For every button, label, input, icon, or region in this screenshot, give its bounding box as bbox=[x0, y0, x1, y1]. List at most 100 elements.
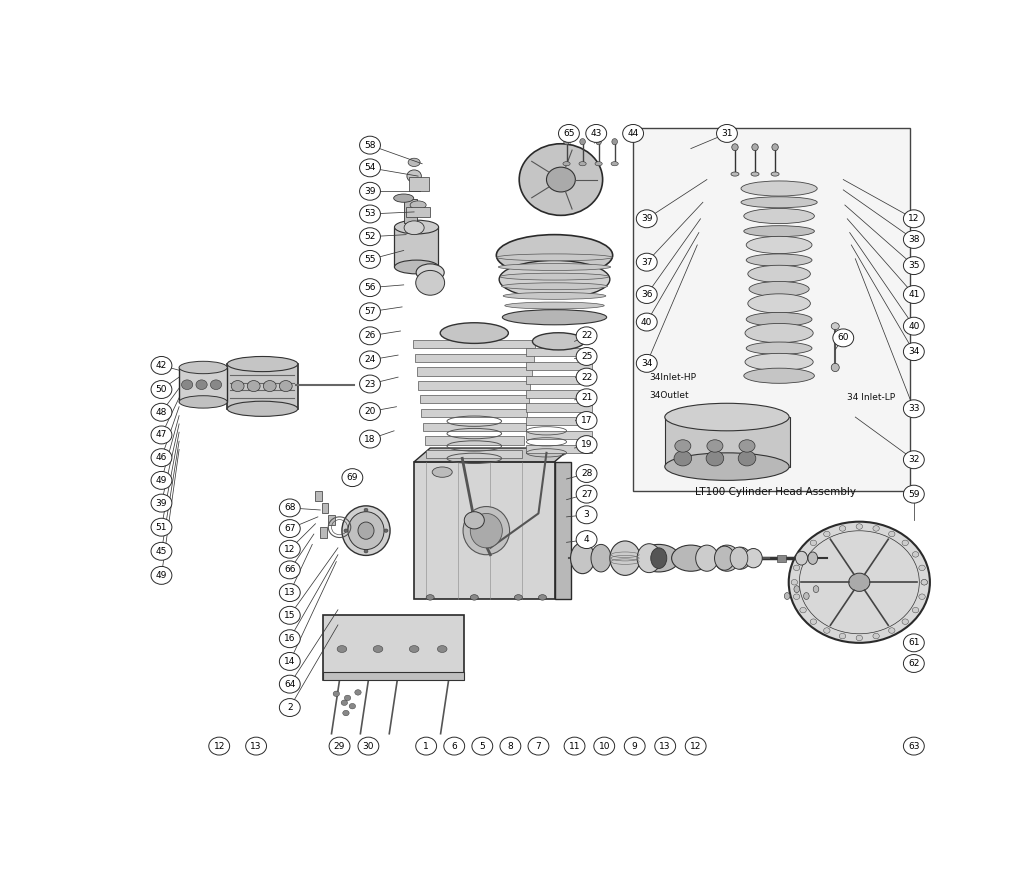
Ellipse shape bbox=[563, 162, 570, 165]
Text: 10: 10 bbox=[598, 742, 610, 751]
Circle shape bbox=[279, 381, 292, 392]
Ellipse shape bbox=[228, 401, 298, 417]
Circle shape bbox=[586, 124, 607, 142]
Circle shape bbox=[528, 738, 549, 755]
Circle shape bbox=[576, 531, 597, 549]
Circle shape bbox=[151, 494, 172, 512]
Text: 49: 49 bbox=[156, 571, 167, 580]
Bar bbox=[416, 367, 532, 375]
Ellipse shape bbox=[470, 513, 502, 548]
Text: 4: 4 bbox=[584, 536, 589, 544]
Ellipse shape bbox=[912, 607, 919, 613]
Bar bbox=[527, 403, 592, 411]
Text: 5: 5 bbox=[479, 742, 485, 751]
Ellipse shape bbox=[796, 552, 807, 565]
Circle shape bbox=[904, 231, 924, 249]
Text: 39: 39 bbox=[641, 215, 652, 224]
Ellipse shape bbox=[394, 260, 439, 274]
Text: 3: 3 bbox=[584, 510, 590, 519]
Text: 36: 36 bbox=[641, 290, 652, 299]
Text: 49: 49 bbox=[156, 476, 167, 485]
Text: 20: 20 bbox=[364, 407, 376, 416]
Circle shape bbox=[359, 327, 381, 345]
Text: 29: 29 bbox=[334, 742, 346, 751]
Circle shape bbox=[279, 499, 300, 517]
Text: 31: 31 bbox=[721, 129, 733, 138]
Text: 44: 44 bbox=[627, 129, 639, 138]
Circle shape bbox=[904, 257, 924, 274]
Circle shape bbox=[576, 389, 597, 407]
Ellipse shape bbox=[749, 282, 809, 297]
Text: 35: 35 bbox=[908, 261, 920, 270]
Circle shape bbox=[151, 403, 172, 421]
Ellipse shape bbox=[745, 353, 814, 371]
Circle shape bbox=[359, 159, 381, 177]
Bar bbox=[415, 354, 534, 362]
Circle shape bbox=[209, 738, 230, 755]
Bar bbox=[179, 367, 228, 402]
Polygon shape bbox=[414, 448, 570, 462]
Ellipse shape bbox=[438, 645, 447, 653]
Text: 46: 46 bbox=[156, 453, 167, 462]
Ellipse shape bbox=[746, 254, 812, 266]
Circle shape bbox=[151, 381, 172, 399]
Bar bbox=[394, 227, 438, 267]
Text: 34: 34 bbox=[641, 358, 652, 367]
Ellipse shape bbox=[921, 579, 927, 585]
Text: 45: 45 bbox=[156, 547, 167, 556]
Ellipse shape bbox=[348, 511, 384, 550]
Circle shape bbox=[279, 653, 300, 670]
Text: 2: 2 bbox=[287, 703, 293, 712]
Text: 22: 22 bbox=[581, 373, 592, 382]
Ellipse shape bbox=[707, 440, 722, 452]
Ellipse shape bbox=[856, 524, 862, 529]
Ellipse shape bbox=[228, 357, 298, 372]
Circle shape bbox=[904, 210, 924, 228]
Ellipse shape bbox=[503, 292, 605, 299]
Ellipse shape bbox=[748, 294, 810, 313]
Ellipse shape bbox=[342, 506, 390, 555]
Ellipse shape bbox=[505, 302, 604, 309]
Ellipse shape bbox=[570, 543, 594, 574]
Ellipse shape bbox=[502, 283, 608, 290]
Ellipse shape bbox=[426, 595, 435, 600]
Text: 11: 11 bbox=[569, 742, 581, 751]
Circle shape bbox=[279, 629, 300, 647]
Text: 51: 51 bbox=[155, 523, 168, 532]
Bar bbox=[777, 554, 786, 561]
Circle shape bbox=[789, 522, 929, 643]
Circle shape bbox=[355, 689, 361, 696]
Ellipse shape bbox=[408, 158, 420, 166]
Circle shape bbox=[359, 351, 381, 369]
Circle shape bbox=[904, 451, 924, 468]
Text: 42: 42 bbox=[156, 361, 167, 370]
Ellipse shape bbox=[808, 552, 818, 564]
Ellipse shape bbox=[889, 628, 895, 633]
Circle shape bbox=[181, 380, 193, 390]
Circle shape bbox=[637, 313, 657, 331]
Text: 68: 68 bbox=[284, 503, 296, 512]
Ellipse shape bbox=[800, 607, 806, 613]
Ellipse shape bbox=[672, 545, 710, 571]
Ellipse shape bbox=[731, 547, 750, 569]
Text: 48: 48 bbox=[156, 408, 167, 417]
Text: 67: 67 bbox=[284, 524, 296, 533]
Circle shape bbox=[359, 228, 381, 246]
Ellipse shape bbox=[638, 544, 661, 573]
Ellipse shape bbox=[596, 139, 601, 145]
Ellipse shape bbox=[564, 139, 569, 145]
Circle shape bbox=[685, 738, 706, 755]
Ellipse shape bbox=[612, 139, 618, 145]
Text: 6: 6 bbox=[451, 742, 457, 751]
Bar bbox=[527, 375, 592, 384]
Text: 17: 17 bbox=[581, 416, 592, 425]
Ellipse shape bbox=[651, 548, 667, 569]
Circle shape bbox=[576, 435, 597, 453]
Ellipse shape bbox=[889, 531, 895, 536]
Text: 57: 57 bbox=[364, 308, 376, 316]
Bar bbox=[316, 491, 322, 501]
Ellipse shape bbox=[741, 197, 818, 207]
Ellipse shape bbox=[794, 586, 800, 593]
Ellipse shape bbox=[771, 172, 779, 176]
Circle shape bbox=[472, 738, 493, 755]
